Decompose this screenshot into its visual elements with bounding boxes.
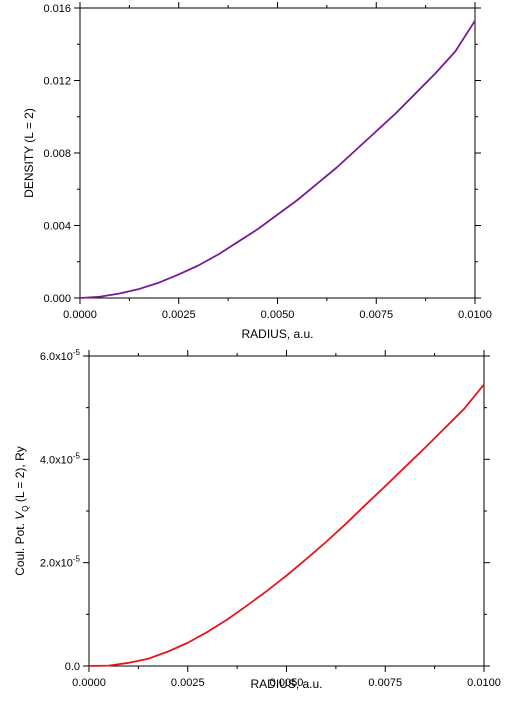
x-tick-label: 0.0025 bbox=[162, 309, 196, 321]
x-tick-label: 0.0050 bbox=[270, 677, 304, 689]
series-line-1 bbox=[79, 20, 476, 299]
y-tick-label: 0.012 bbox=[43, 76, 71, 88]
y-axis-label-suffix: (L = 2), Ry bbox=[13, 446, 27, 505]
x-tick-label: 0.0025 bbox=[171, 677, 205, 689]
y-tick-mantissa: 6.0x10 bbox=[40, 351, 73, 363]
x-tick-label: 0.0100 bbox=[467, 677, 501, 689]
plot-frame bbox=[79, 7, 476, 299]
y-tick-label: 4.0x10-5 bbox=[40, 451, 81, 466]
y-axis-label-symbol: V bbox=[13, 511, 27, 520]
x-axis-label: RADIUS, a.u. bbox=[241, 327, 313, 341]
y-tick-mantissa: 2.0x10 bbox=[40, 558, 73, 570]
series-line-1 bbox=[88, 383, 485, 667]
x-tick-label: 0.0075 bbox=[359, 309, 393, 321]
chart-2: 0.0000 0.0025 0.0050 0.0075 0.01000.02.0x10-… bbox=[13, 348, 501, 691]
y-tick-label: 0.016 bbox=[43, 3, 71, 15]
plot-frame bbox=[88, 355, 485, 667]
y-tick-label: 6.0x10-5 bbox=[40, 348, 81, 363]
y-axis-label-subscript: Q bbox=[21, 505, 30, 511]
y-tick-label: 2.0x10-5 bbox=[40, 555, 81, 570]
y-tick-mantissa: 4.0x10 bbox=[40, 454, 73, 466]
y-tick-label: 0.000 bbox=[43, 293, 71, 305]
chart-1: 0.0000 0.0025 0.0050 0.0075 0.0100 0.000 0.004… bbox=[22, 2, 492, 341]
x-tick-label: 0.0100 bbox=[458, 309, 492, 321]
x-tick-label: 0.0000 bbox=[63, 309, 97, 321]
y-tick-label: 0.0 bbox=[65, 661, 80, 673]
y-axis-label: DENSITY (L = 2) bbox=[22, 108, 36, 198]
y-tick-mantissa: 0.0 bbox=[65, 661, 80, 673]
x-tick-label: 0.0050 bbox=[261, 309, 295, 321]
y-axis-label: Coul. Pot. VQ (L = 2), Ry bbox=[13, 446, 30, 576]
y-tick-exponent: -5 bbox=[73, 555, 81, 564]
y-tick-label: 0.008 bbox=[43, 148, 71, 160]
y-tick-exponent: -5 bbox=[73, 451, 81, 460]
y-tick-label: 0.004 bbox=[43, 221, 71, 233]
x-axis-label: RADIUS, a.u. bbox=[250, 677, 322, 691]
y-axis-label-prefix: Coul. Pot. bbox=[13, 520, 27, 576]
x-tick-label: 0.0075 bbox=[368, 677, 402, 689]
y-tick-exponent: -5 bbox=[73, 348, 81, 357]
x-tick-label: 0.0000 bbox=[72, 677, 106, 689]
